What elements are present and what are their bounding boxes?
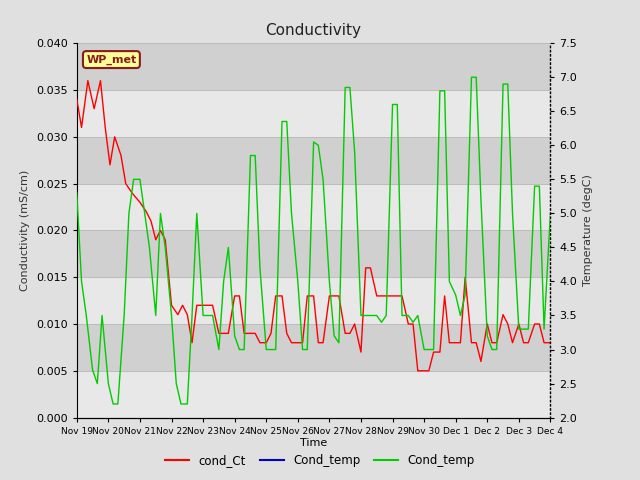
Bar	[77, 90, 550, 137]
Y-axis label: Temperature (degC): Temperature (degC)	[583, 174, 593, 287]
Bar	[77, 137, 550, 184]
Bar	[77, 277, 550, 324]
Text: WP_met: WP_met	[86, 54, 136, 65]
Bar	[77, 183, 550, 230]
Y-axis label: Conductivity (mS/cm): Conductivity (mS/cm)	[20, 170, 31, 291]
Bar	[77, 371, 550, 418]
Legend: cond_Ct, Cond_temp, Cond_temp: cond_Ct, Cond_temp, Cond_temp	[161, 449, 479, 472]
Bar	[77, 324, 550, 371]
Bar	[77, 43, 550, 90]
Title: Conductivity: Conductivity	[266, 23, 362, 38]
Bar	[77, 230, 550, 277]
X-axis label: Time: Time	[300, 438, 327, 448]
